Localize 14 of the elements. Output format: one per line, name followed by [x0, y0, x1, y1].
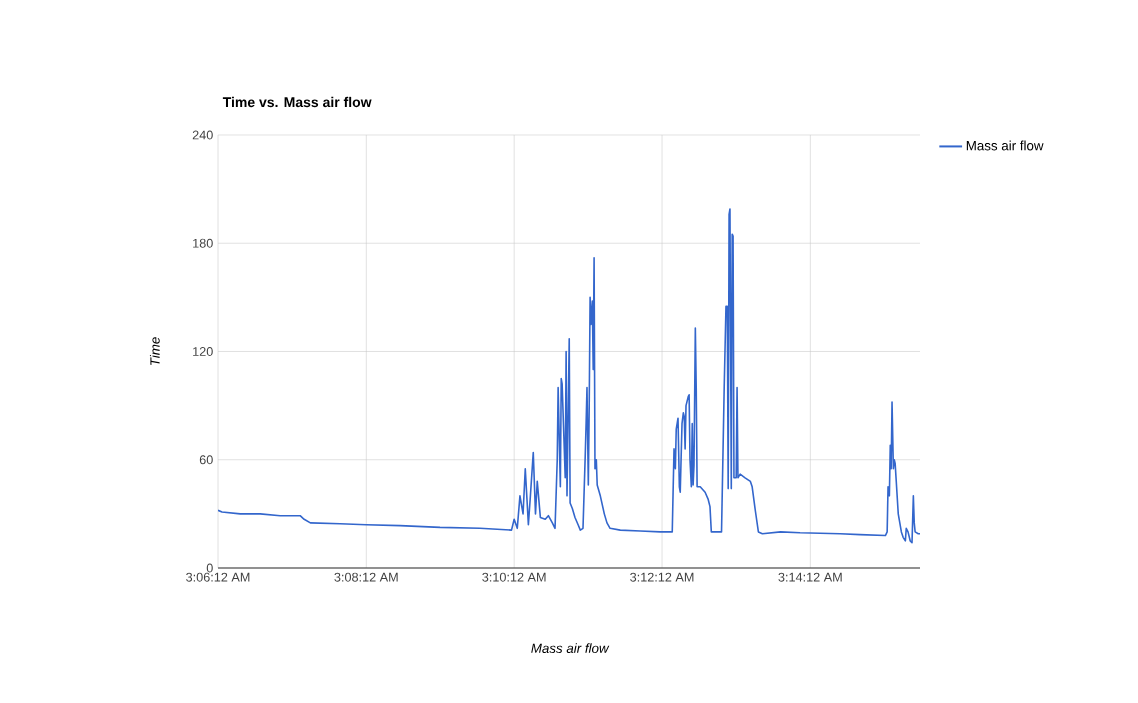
y-axis-title: Time	[149, 337, 160, 366]
x-tick-label: 3:10:12 AM	[482, 572, 546, 582]
y-tick-label: 120	[193, 347, 213, 356]
legend-label: Mass air flow	[966, 140, 1044, 151]
y-tick-label: 240	[192, 130, 213, 140]
x-tick-label: 3:06:12 AM	[186, 572, 250, 582]
x-axis-title: Mass air flow	[531, 643, 610, 653]
x-tick-label: 3:14:12 AM	[778, 572, 842, 582]
chart-title: Time vs. Mass air flow	[222, 96, 372, 108]
y-tick-label: 0	[206, 563, 213, 573]
y-tick-label: 180	[193, 238, 213, 248]
x-tick-label: 3:12:12 AM	[630, 572, 694, 582]
y-tick-label: 60	[199, 455, 213, 465]
x-tick-label: 3:08:12 AM	[334, 572, 398, 582]
